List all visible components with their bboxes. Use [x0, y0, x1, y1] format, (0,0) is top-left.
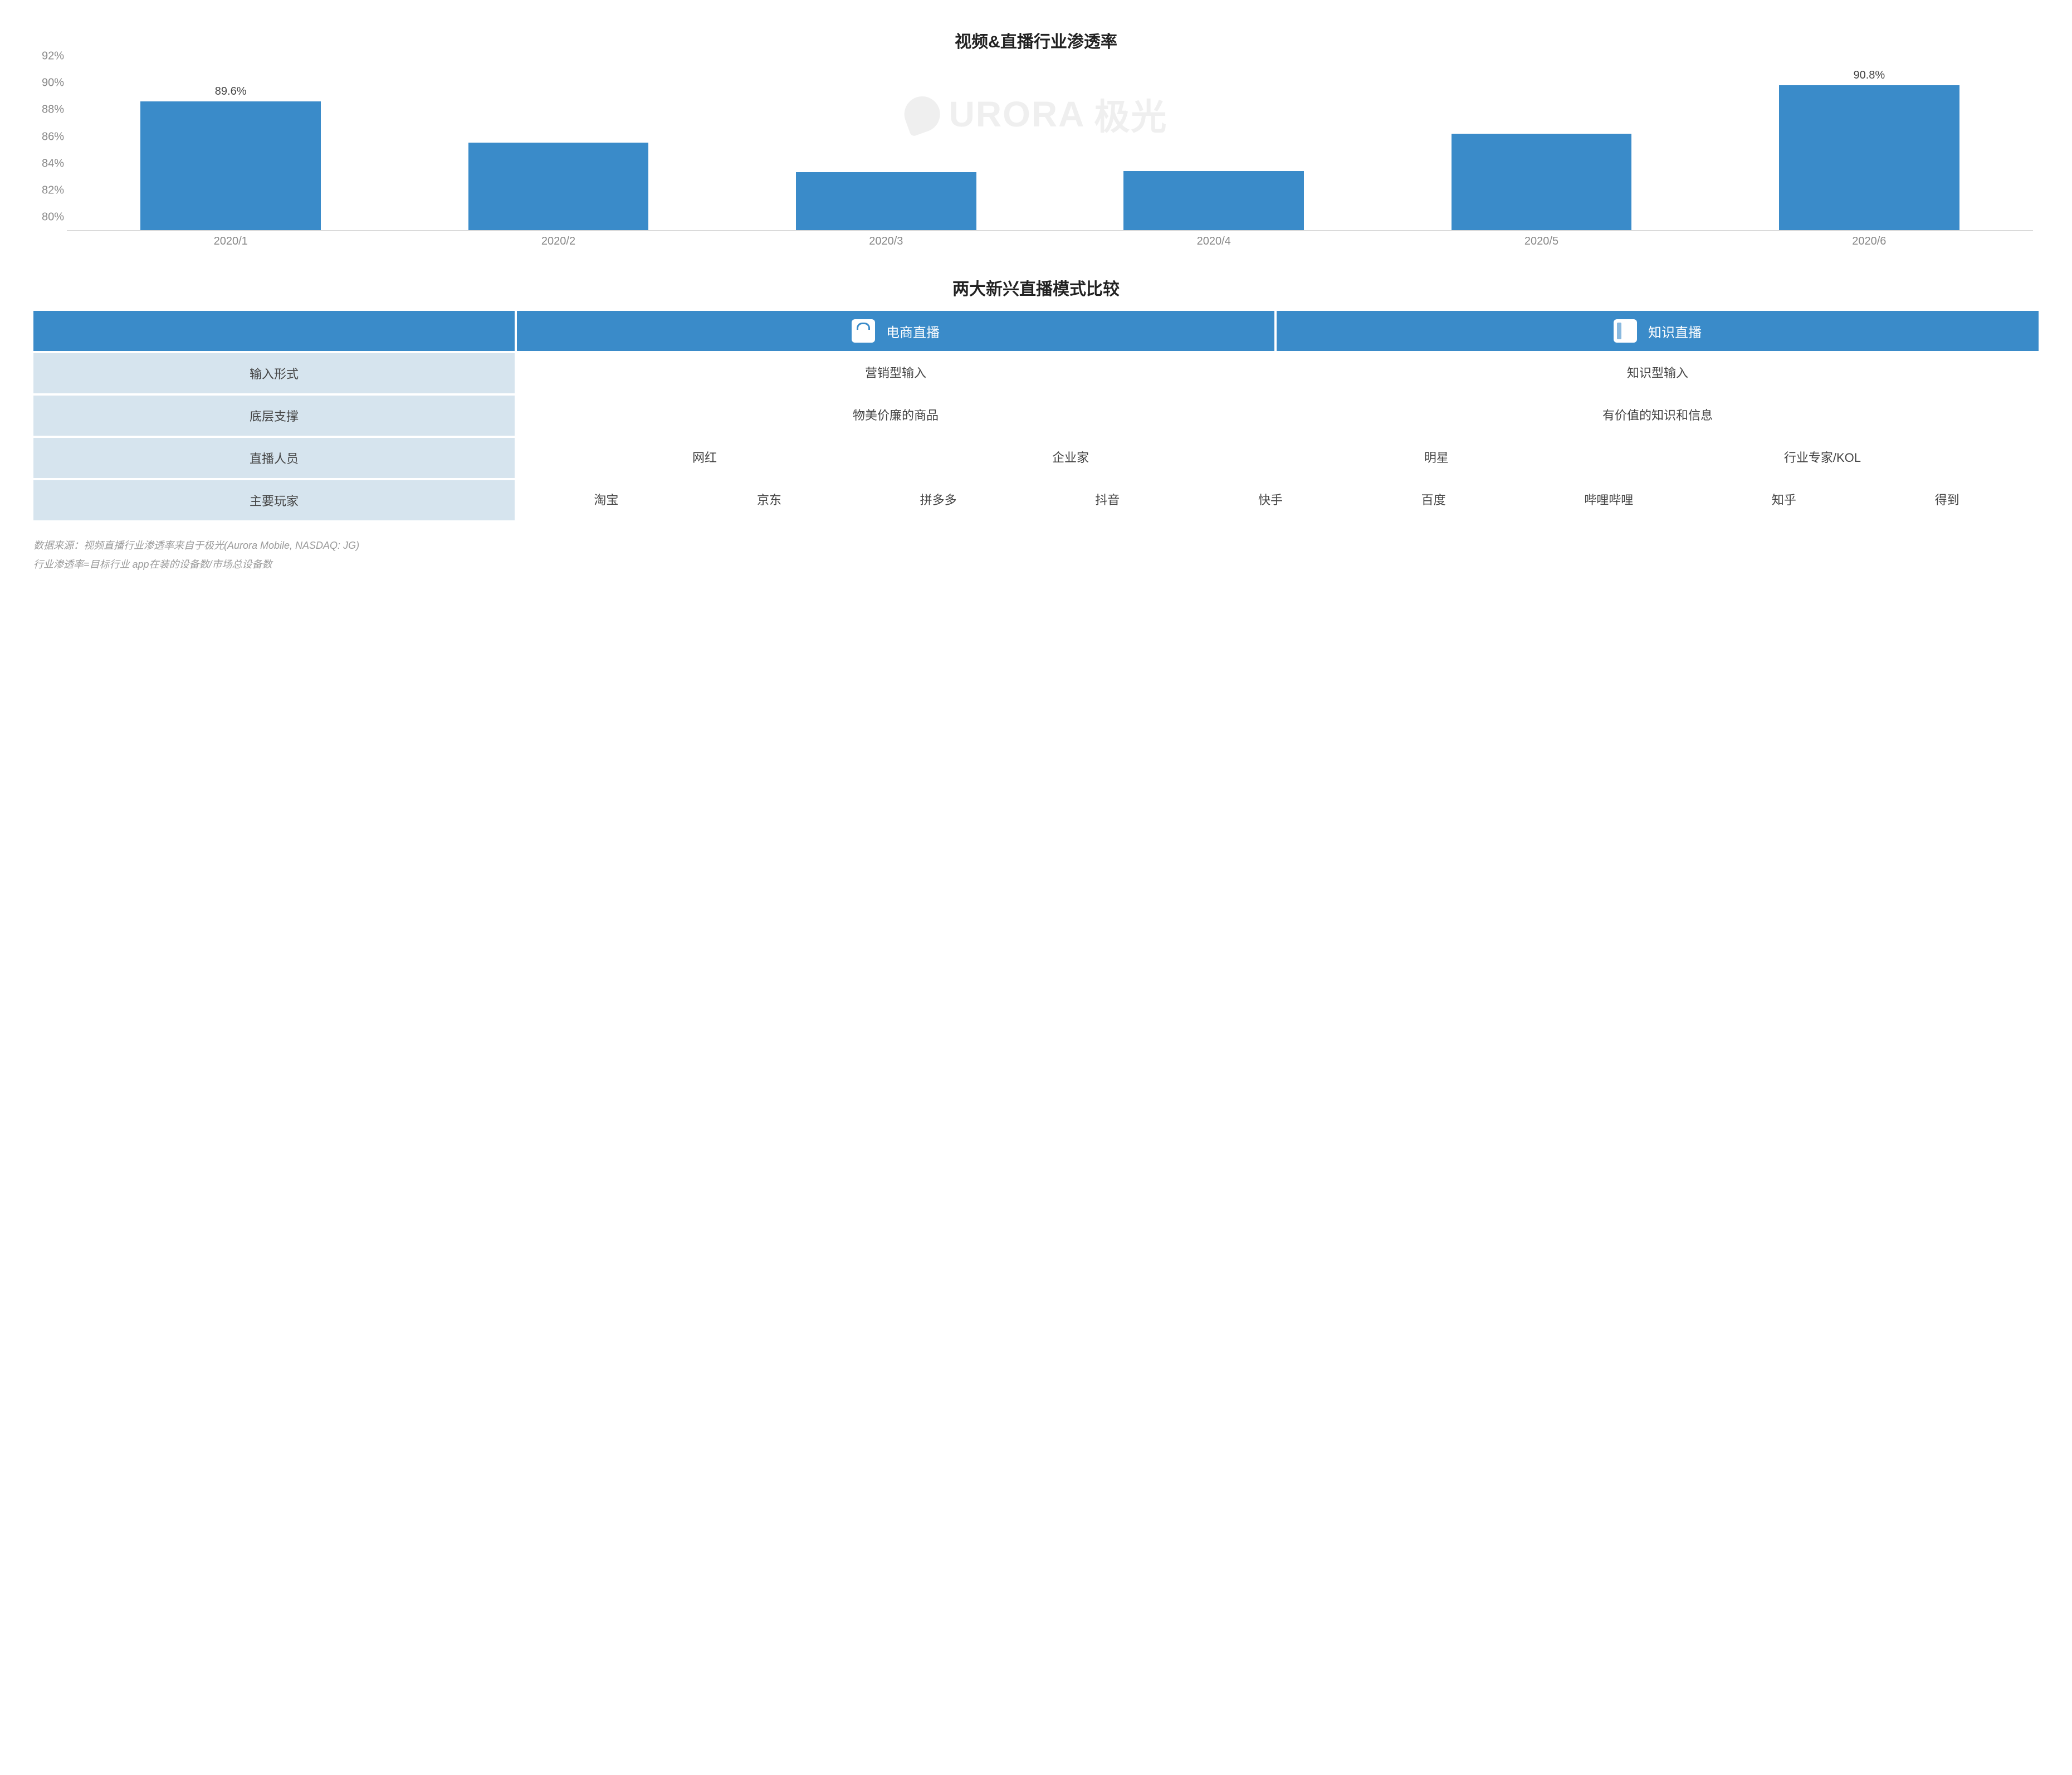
x-axis-label: 2020/4 [1197, 235, 1231, 248]
table-header-blank [33, 311, 515, 351]
y-axis-tick: 82% [33, 184, 64, 197]
table-header-label: 知识直播 [1648, 321, 1702, 341]
row-cell: 有价值的知识和信息 [1277, 393, 2039, 436]
bag-icon [852, 319, 875, 343]
y-axis-tick: 80% [33, 211, 64, 224]
x-axis-label: 2020/3 [869, 235, 903, 248]
bar [1452, 134, 1632, 230]
bar-value-label: 90.8% [1836, 69, 1903, 82]
bar [1779, 85, 1959, 230]
x-axis-label: 2020/5 [1524, 235, 1558, 248]
table-row: 输入形式营销型输入知识型输入 [33, 351, 2039, 393]
row-label: 直播人员 [33, 436, 515, 478]
bar-value-label: 89.6% [197, 85, 264, 98]
comparison-table: 电商直播知识直播输入形式营销型输入知识型输入底层支撑物美价廉的商品有价值的知识和… [33, 311, 2039, 520]
footer-line-2: 行业渗透率=目标行业 app在装的设备数/市场总设备数 [33, 555, 2039, 574]
table-header: 知识直播 [1277, 311, 2039, 351]
book-icon [1614, 319, 1637, 343]
row-cell: 营销型输入 [515, 351, 1277, 393]
row-cell-spread: 淘宝京东拼多多抖音快手百度哔哩哔哩知乎得到 [515, 478, 2039, 520]
row-label: 主要玩家 [33, 478, 515, 520]
row-cell-spread: 网红企业家明星行业专家/KOL [515, 436, 2039, 478]
y-axis-tick: 90% [33, 77, 64, 90]
table-title: 两大新兴直播模式比较 [33, 275, 2039, 300]
table-header: 电商直播 [515, 311, 1277, 351]
footer-line-1: 数据来源：视频直播行业渗透率来自于极光(Aurora Mobile, NASDA… [33, 536, 2039, 555]
bar [140, 101, 321, 230]
y-axis-tick: 86% [33, 130, 64, 143]
table-row: 直播人员网红企业家明星行业专家/KOL [33, 436, 2039, 478]
row-label: 底层支撑 [33, 393, 515, 436]
penetration-bar-chart: URORA 极光 80%82%84%86%88%90%92%2020/189.6… [33, 64, 2039, 253]
y-axis-tick: 92% [33, 50, 64, 63]
bar [796, 172, 976, 230]
table-row: 底层支撑物美价廉的商品有价值的知识和信息 [33, 393, 2039, 436]
row-cell: 知识型输入 [1277, 351, 2039, 393]
y-axis-tick: 84% [33, 157, 64, 170]
x-axis-label: 2020/1 [214, 235, 248, 248]
row-label: 输入形式 [33, 351, 515, 393]
x-axis-label: 2020/6 [1852, 235, 1886, 248]
data-source-note: 数据来源：视频直播行业渗透率来自于极光(Aurora Mobile, NASDA… [33, 536, 2039, 574]
chart-title: 视频&直播行业渗透率 [33, 28, 2039, 52]
table-header-label: 电商直播 [886, 321, 940, 341]
x-axis-label: 2020/2 [541, 235, 575, 248]
y-axis-tick: 88% [33, 104, 64, 116]
table-row: 主要玩家淘宝京东拼多多抖音快手百度哔哩哔哩知乎得到 [33, 478, 2039, 520]
bar [1123, 171, 1304, 230]
bar [468, 143, 649, 230]
row-cell: 物美价廉的商品 [515, 393, 1277, 436]
